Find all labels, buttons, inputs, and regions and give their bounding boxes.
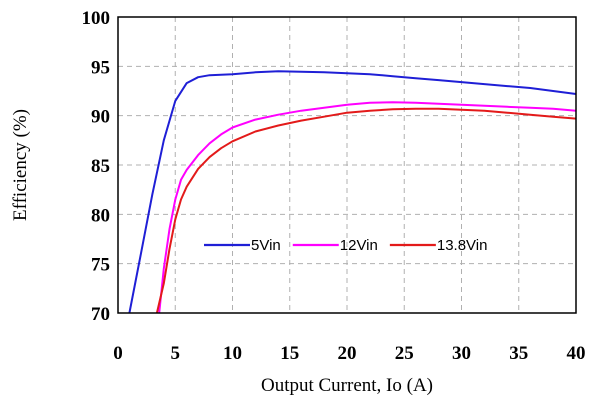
series-lines	[128, 70, 577, 314]
legend-label: 12Vin	[340, 237, 378, 254]
series-line-5vin	[128, 70, 577, 314]
legend: 5Vin 12Vin 13.8Vin	[204, 237, 487, 254]
x-tick-label: 0	[113, 343, 123, 364]
x-tick-label: 20	[338, 343, 357, 364]
y-tick-label: 85	[91, 156, 110, 177]
y-tick-label: 95	[91, 57, 110, 78]
y-tick-label: 80	[91, 205, 110, 226]
series-line-12vin	[158, 101, 577, 314]
x-tick-label: 30	[452, 343, 471, 364]
plot-area-frame	[117, 16, 577, 314]
x-tick-label: 10	[223, 343, 242, 364]
x-tick-label: 25	[395, 343, 414, 364]
y-tick-label: 90	[91, 107, 110, 128]
y-tick-labels: 70 75 80 85 90 95 100	[82, 8, 111, 325]
x-tick-label: 5	[171, 343, 181, 364]
y-tick-label: 75	[91, 255, 110, 276]
x-tick-labels: 0 5 10 15 20 25 30 35 40	[113, 343, 585, 364]
y-axis-title: Efficiency (%)	[10, 109, 31, 221]
legend-label: 5Vin	[251, 237, 281, 254]
x-tick-label: 15	[280, 343, 299, 364]
series-line-13-8vin	[155, 107, 577, 314]
x-axis-title: Output Current, Io (A)	[261, 375, 433, 396]
legend-label: 13.8Vin	[437, 237, 488, 254]
x-tick-label: 35	[509, 343, 528, 364]
y-tick-label: 70	[91, 304, 110, 325]
y-tick-label: 100	[82, 8, 111, 29]
x-tick-label: 40	[567, 343, 586, 364]
grid-lines	[118, 17, 576, 313]
